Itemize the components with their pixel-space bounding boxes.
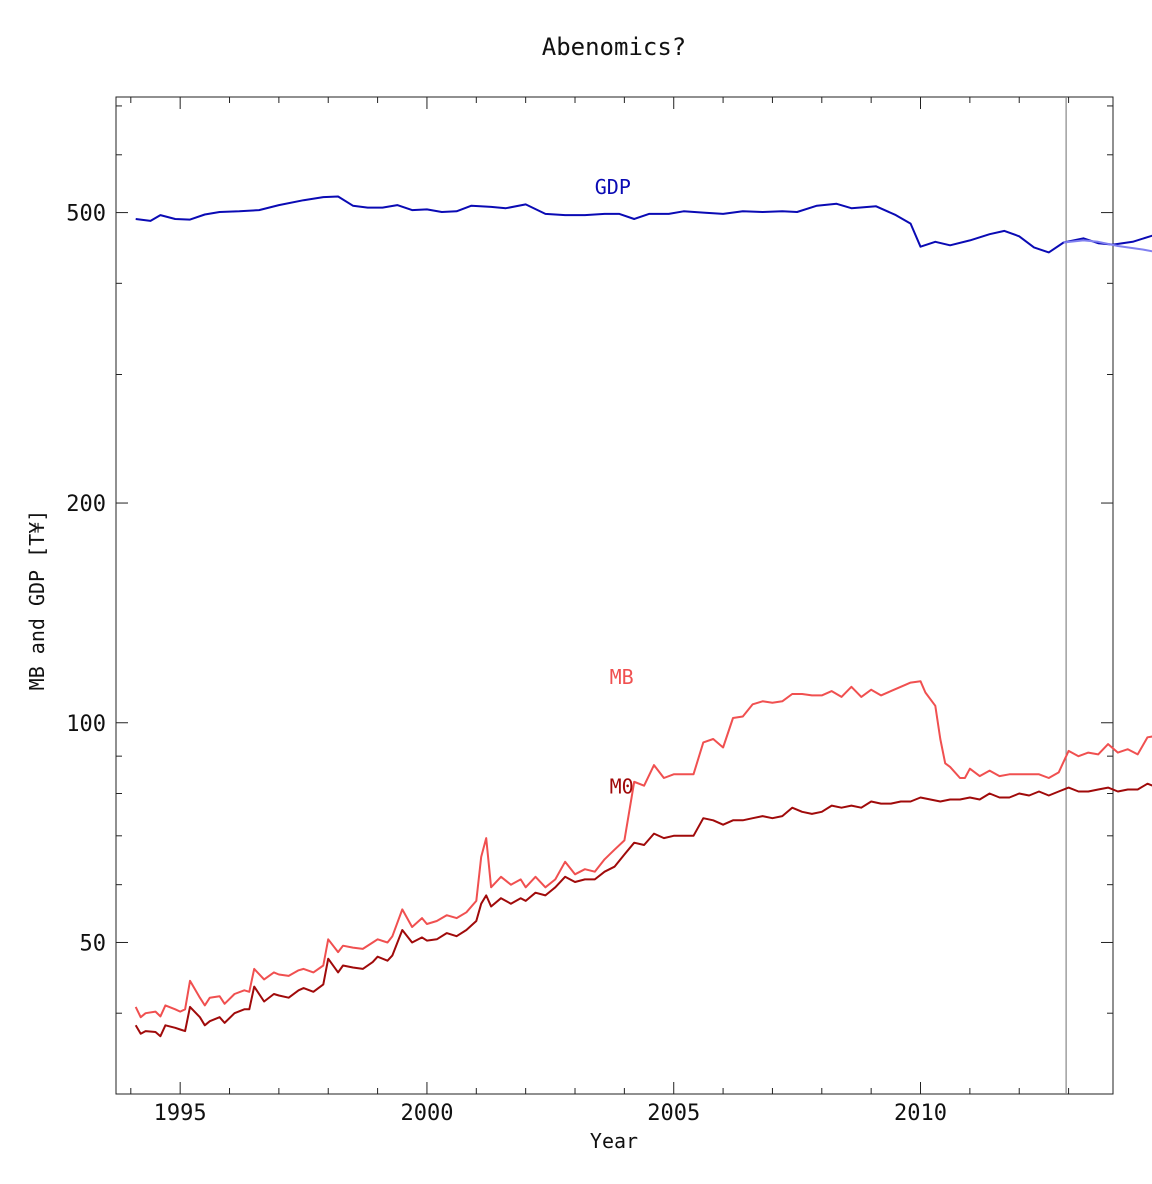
series-layer: [134, 195, 1152, 1038]
series-line-mb: [134, 680, 1152, 1019]
y-axis-label: MB and GDP [T¥]: [25, 510, 49, 691]
axis-ticks: 1995 2000 2005 2010 50 100 200 500: [66, 97, 1113, 1126]
y-tick-label: 50: [80, 931, 107, 956]
series-label: M0: [610, 774, 634, 798]
series-line-m0: [134, 782, 1152, 1038]
annotation-layer: GDP MB M0: [595, 175, 634, 798]
y-tick-label: 200: [66, 492, 106, 517]
plot-frame: [115, 96, 1114, 1095]
series-line-gdp: [135, 195, 1152, 254]
x-tick-label: 2005: [647, 1101, 700, 1126]
x-tick-label: 1995: [154, 1101, 207, 1126]
series-line-gdp-projection: [1063, 239, 1152, 253]
y-tick-label: 100: [66, 712, 106, 737]
chart-title: Abenomics?: [542, 33, 687, 61]
x-axis-label: Year: [590, 1129, 638, 1153]
series-label: MB: [610, 665, 634, 689]
series-label: GDP: [595, 175, 631, 199]
x-tick-label: 2010: [894, 1101, 947, 1126]
x-tick-label: 2000: [400, 1101, 453, 1126]
y-tick-label: 500: [66, 202, 106, 227]
